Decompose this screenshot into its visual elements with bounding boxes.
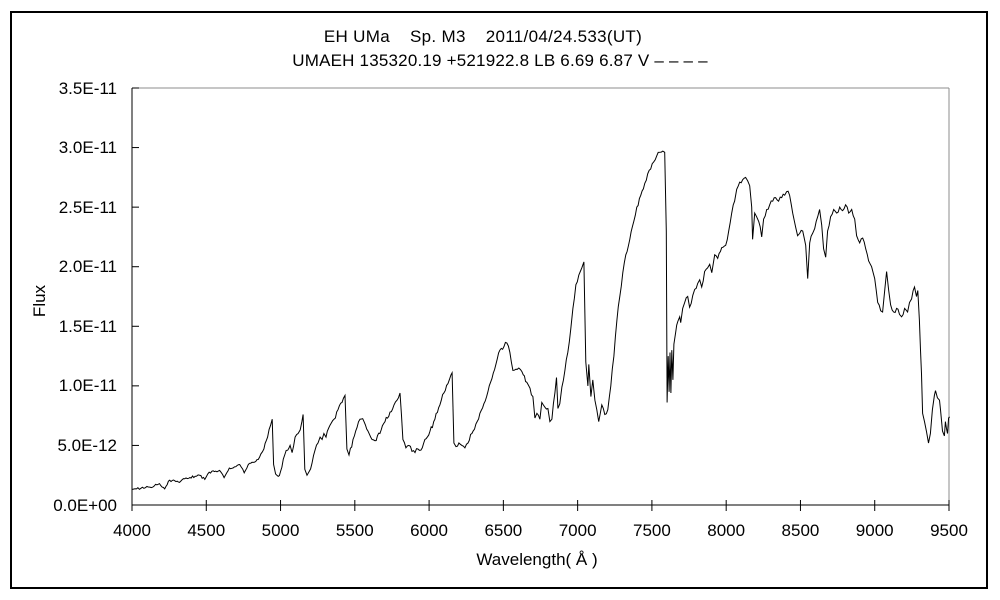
x-tick-label: 7000 <box>558 521 597 540</box>
chart-subtitle: UMAEH 135320.19 +521922.8 LB 6.69 6.87 V… <box>292 51 708 70</box>
plot-outer-border <box>10 11 988 589</box>
y-tick-label: 3.5E-11 <box>58 78 117 98</box>
y-tick-label: 5.0E-12 <box>57 435 117 455</box>
y-tick-label: 0.0E+00 <box>53 495 117 515</box>
y-tick-label: 1.5E-11 <box>58 316 117 336</box>
x-axis-title: Wavelength( Å ) <box>476 550 598 569</box>
y-tick-label: 2.0E-11 <box>58 257 117 277</box>
x-tick-label: 8500 <box>781 521 820 540</box>
x-tick-label: 9500 <box>930 521 968 540</box>
y-tick-label: 2.5E-11 <box>58 197 117 217</box>
spectrum-curve <box>131 150 951 490</box>
x-tick-label: 8000 <box>707 521 746 540</box>
x-tick-label: 6500 <box>484 521 523 540</box>
chart-title: EH UMa Sp. M3 2011/04/24.533(UT) <box>323 27 643 46</box>
x-tick-label: 9000 <box>855 521 894 540</box>
x-tick-label: 5000 <box>261 521 300 540</box>
x-tick-label: 4500 <box>187 521 226 540</box>
tick-marks <box>131 87 950 511</box>
x-tick-label: 5500 <box>335 521 374 540</box>
x-tick-label: 7500 <box>632 521 671 540</box>
x-tick-label: 6000 <box>410 521 448 540</box>
y-tick-label: 3.0E-11 <box>58 138 117 158</box>
x-tick-label: 4000 <box>113 521 151 540</box>
y-tick-label: 1.0E-11 <box>58 376 117 396</box>
